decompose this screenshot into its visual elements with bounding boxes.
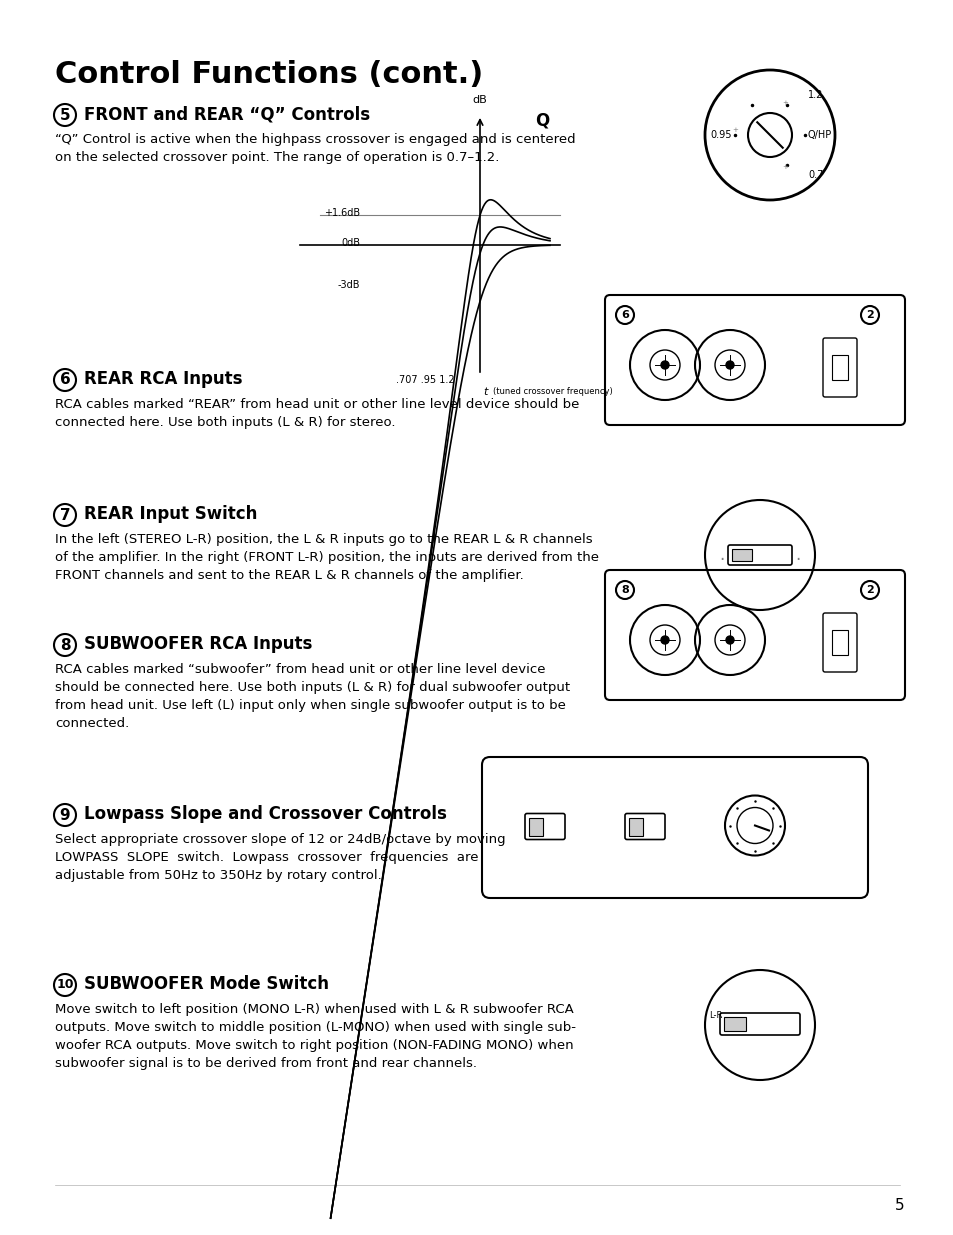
Text: t: t (482, 387, 487, 396)
Text: RCA cables marked “subwoofer” from head unit or other line level device
should b: RCA cables marked “subwoofer” from head … (55, 663, 570, 730)
Bar (831, 354, 847, 380)
Text: 2: 2 (865, 310, 873, 320)
Text: 7: 7 (60, 508, 71, 522)
Circle shape (660, 636, 668, 643)
Text: Move switch to left position (MONO L-R) when used with L & R subwoofer RCA
outpu: Move switch to left position (MONO L-R) … (55, 1003, 576, 1070)
Circle shape (660, 361, 668, 369)
Text: 2: 2 (865, 585, 873, 595)
Text: SUBWOOFER RCA Inputs: SUBWOOFER RCA Inputs (84, 635, 312, 653)
Bar (831, 630, 847, 655)
Text: +: + (781, 164, 787, 170)
Text: 0.95: 0.95 (710, 130, 731, 140)
Text: +: + (781, 100, 787, 106)
Bar (529, 818, 542, 836)
Text: 0dB: 0dB (340, 238, 359, 248)
Text: In the left (STEREO L-R) position, the L & R inputs go to the REAR L & R channel: In the left (STEREO L-R) position, the L… (55, 534, 598, 582)
Bar (731, 550, 751, 561)
Text: .: . (719, 546, 724, 564)
Text: (tuned crossover frequency): (tuned crossover frequency) (493, 387, 612, 396)
Text: Select appropriate crossover slope of 12 or 24dB/octave by moving
LOWPASS  SLOPE: Select appropriate crossover slope of 12… (55, 832, 505, 882)
Text: FRONT and REAR “Q” Controls: FRONT and REAR “Q” Controls (84, 105, 370, 124)
Text: 8: 8 (620, 585, 628, 595)
Text: +1.6dB: +1.6dB (323, 207, 359, 219)
Bar (628, 818, 642, 836)
Text: -3dB: -3dB (337, 280, 359, 290)
Text: .: . (795, 546, 800, 564)
Text: Q: Q (535, 111, 549, 128)
Text: 6: 6 (620, 310, 628, 320)
Circle shape (725, 361, 733, 369)
Text: Control Functions (cont.): Control Functions (cont.) (55, 61, 483, 89)
Text: 5: 5 (60, 107, 71, 122)
Text: 1.2: 1.2 (807, 90, 822, 100)
Text: 9: 9 (60, 808, 71, 823)
Text: RCA cables marked “REAR” from head unit or other line level device should be
con: RCA cables marked “REAR” from head unit … (55, 398, 578, 429)
Circle shape (725, 636, 733, 643)
Text: SUBWOOFER Mode Switch: SUBWOOFER Mode Switch (84, 974, 329, 993)
Text: dB: dB (472, 95, 487, 105)
Text: 8: 8 (60, 637, 71, 652)
Text: +: + (731, 127, 738, 133)
Text: 5: 5 (894, 1198, 903, 1213)
Text: 0.7: 0.7 (807, 170, 822, 180)
Text: .707 .95 1.2: .707 .95 1.2 (395, 375, 454, 385)
Text: Q/HP: Q/HP (807, 130, 831, 140)
Text: REAR Input Switch: REAR Input Switch (84, 505, 257, 522)
Text: L-R: L-R (709, 1010, 722, 1020)
Text: 6: 6 (59, 373, 71, 388)
Text: “Q” Control is active when the highpass crossover is engaged and is centered
on : “Q” Control is active when the highpass … (55, 133, 575, 164)
Text: REAR RCA Inputs: REAR RCA Inputs (84, 370, 242, 388)
Text: 10: 10 (56, 978, 73, 992)
Text: Lowpass Slope and Crossover Controls: Lowpass Slope and Crossover Controls (84, 805, 446, 823)
Bar (723, 1016, 745, 1031)
